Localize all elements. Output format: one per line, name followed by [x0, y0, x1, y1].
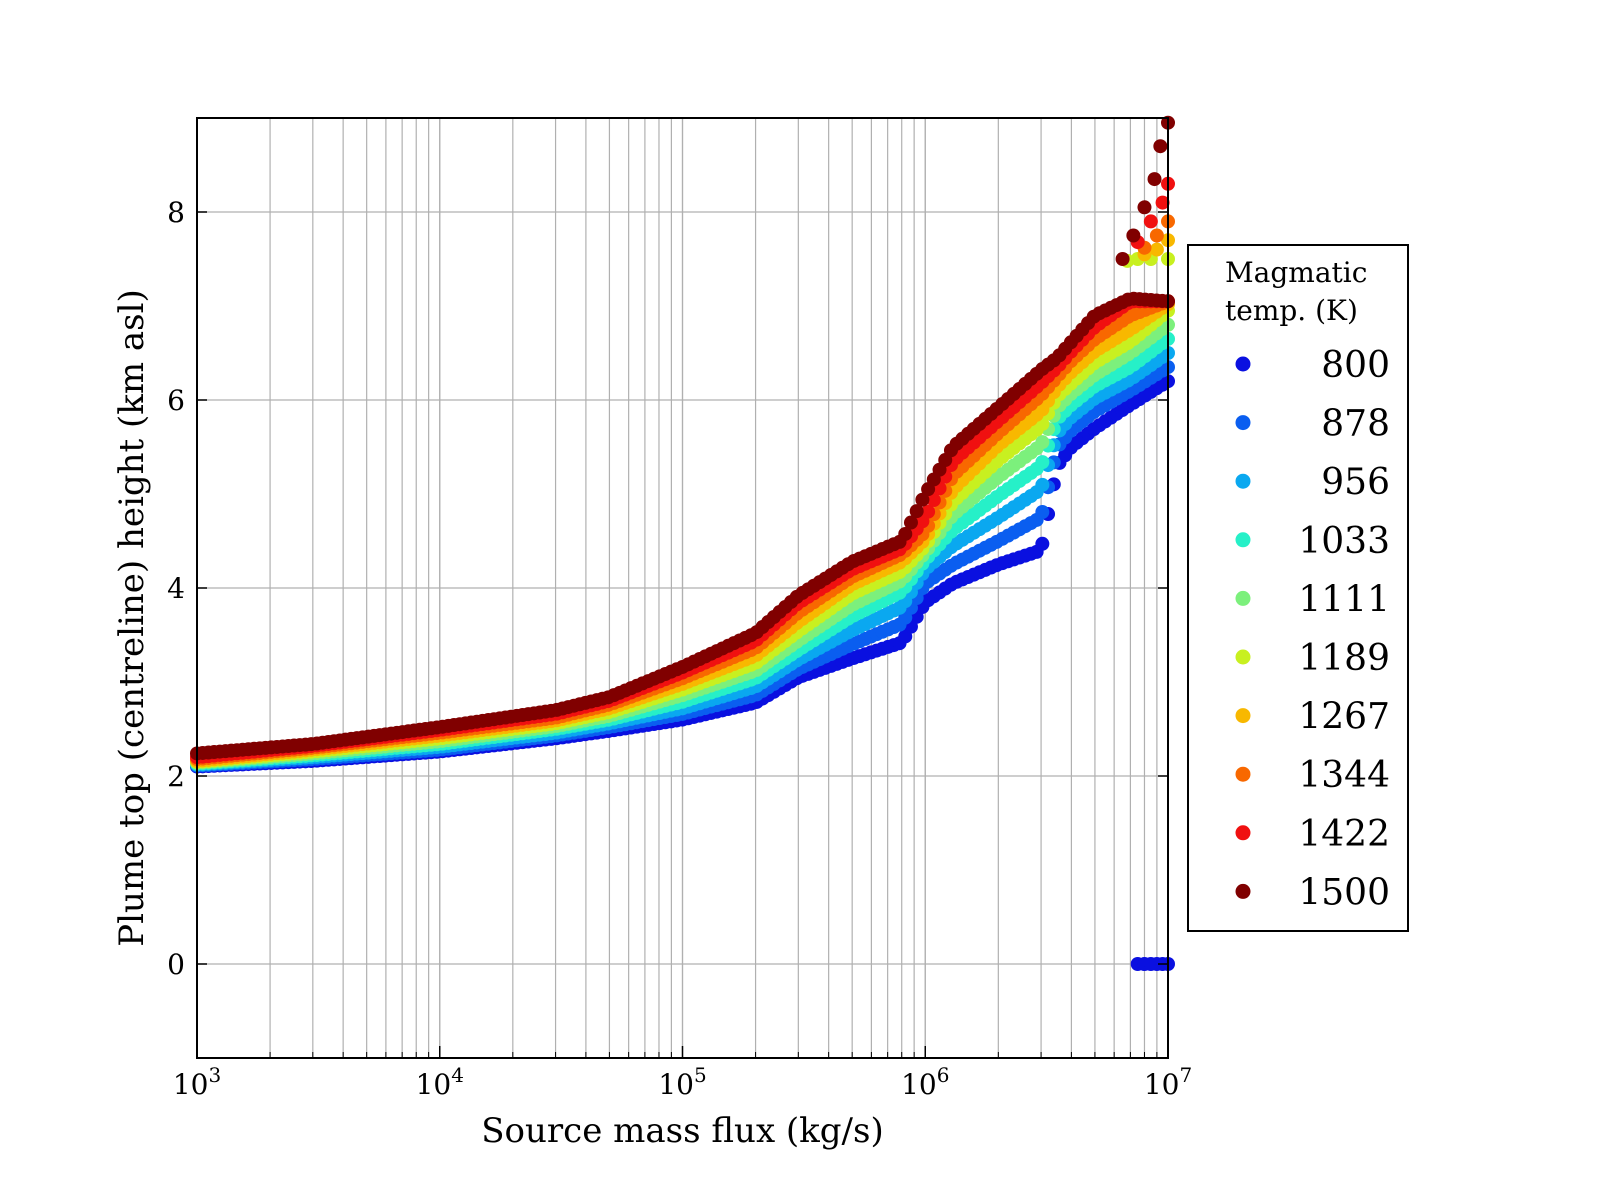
legend-entry-1267: 1267 [1235, 697, 1390, 738]
data-point [1143, 214, 1158, 229]
legend-title-line-2: temp. (K) [1225, 294, 1358, 327]
series-1500 [190, 291, 1175, 761]
legend-marker [1235, 415, 1251, 431]
legend-label: 956 [1321, 462, 1390, 503]
legend-marker [1235, 473, 1251, 489]
y-tick-label: 2 [167, 760, 185, 793]
legend-box [1187, 244, 1409, 932]
legend-label: 1189 [1298, 638, 1390, 679]
y-tick-label: 0 [167, 948, 185, 981]
y-axis-label: Plume top (centreline) height (km asl) [112, 289, 152, 947]
legend-label: 878 [1321, 404, 1390, 445]
x-tick-label: 106 [901, 1063, 949, 1101]
legend-marker [1235, 590, 1251, 606]
data-points [190, 115, 1175, 971]
legend-label: 1033 [1298, 521, 1390, 562]
legend-marker [1235, 766, 1251, 782]
x-tick-label: 104 [416, 1063, 464, 1101]
x-axis-label: Source mass flux (kg/s) [481, 1111, 883, 1151]
legend-entry-956: 956 [1235, 462, 1390, 503]
series-1344-extra [1137, 214, 1175, 255]
legend-entry-878: 878 [1235, 404, 1390, 445]
x-tick-label: 105 [658, 1063, 706, 1101]
data-point [915, 492, 930, 507]
data-point [1035, 455, 1050, 470]
legend-label: 1267 [1298, 697, 1390, 738]
data-point [1149, 242, 1164, 257]
data-point [1035, 477, 1050, 492]
legend-entries: 800 878 956 1033 1111 1189 1267 1344 1422 1500 [1235, 345, 1390, 913]
data-point [1137, 200, 1152, 215]
data-point [1153, 139, 1168, 154]
data-point [1035, 435, 1050, 450]
legend-entry-1111: 1111 [1235, 579, 1390, 620]
data-point [1155, 195, 1170, 210]
axis-ticks: 0 2 4 6 8 103 104 105 106 107 [167, 196, 1192, 1101]
legend-marker [1235, 649, 1251, 665]
legend-label: 1344 [1298, 755, 1390, 796]
legend-entry-1189: 1189 [1235, 638, 1390, 679]
data-point [1035, 504, 1050, 519]
legend-marker [1235, 532, 1251, 548]
y-tick-label: 4 [167, 572, 185, 605]
legend-marker [1235, 708, 1251, 724]
legend-label: 1422 [1298, 814, 1390, 855]
legend-entry-1344: 1344 [1235, 755, 1390, 796]
data-point [1115, 252, 1130, 266]
data-point [1149, 228, 1164, 243]
data-point [926, 493, 941, 508]
y-tick-label: 6 [167, 384, 185, 417]
legend-marker [1235, 356, 1251, 372]
data-point [898, 526, 913, 541]
legend-entry-1033: 1033 [1235, 521, 1390, 562]
legend-label: 800 [1321, 345, 1390, 386]
x-tick-label: 107 [1144, 1063, 1192, 1101]
data-point [1126, 228, 1141, 243]
data-point [1147, 172, 1162, 187]
legend-entry-1422: 1422 [1235, 814, 1390, 855]
data-point [921, 504, 936, 519]
legend-title-line-1: Magmatic [1225, 256, 1367, 289]
legend-label: 1111 [1298, 579, 1390, 620]
legend-entry-1500: 1500 [1235, 872, 1390, 913]
y-tick-label: 8 [167, 196, 185, 229]
legend-entry-800: 800 [1235, 345, 1390, 386]
legend-marker [1235, 825, 1251, 841]
x-tick-label: 103 [173, 1063, 221, 1101]
legend-label: 1500 [1298, 872, 1390, 913]
data-point [903, 515, 918, 530]
data-point [909, 504, 924, 519]
legend: Magmatic temp. (K) 800 878 956 1033 1111 1189… [1187, 244, 1409, 932]
data-point [1035, 536, 1050, 551]
legend-marker [1235, 883, 1251, 899]
